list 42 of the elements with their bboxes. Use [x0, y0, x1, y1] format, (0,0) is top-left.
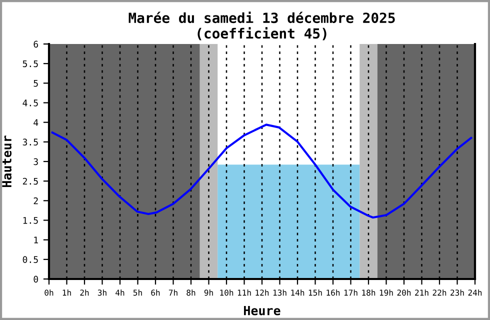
- x-tick-label: 20h: [397, 289, 411, 296]
- chart-title: Marée du samedi 13 décembre 2025 (coefficient 45): [128, 12, 395, 40]
- y-tick-label: 2: [34, 197, 38, 204]
- x-tick-label: 21h: [415, 289, 428, 296]
- x-tick-label: 11h: [238, 289, 251, 296]
- y-tick-label: 0: [34, 276, 38, 283]
- y-tick-label: 2.5: [22, 178, 38, 185]
- x-tick-label: 8h: [186, 289, 196, 296]
- y-tick-label: 1: [34, 236, 38, 244]
- x-tick-label: 23h: [450, 289, 464, 296]
- x-tick-label: 12h: [256, 289, 269, 296]
- x-tick-label: 3h: [98, 289, 106, 296]
- y-tick-label: 1.5: [23, 217, 38, 224]
- x-tick-label: 14h: [291, 289, 304, 296]
- x-tick-label: 19h: [380, 289, 393, 296]
- x-tick-label: 9h: [204, 289, 213, 296]
- x-tick-label: 2h: [80, 289, 89, 296]
- y-tick-label: 5: [34, 80, 38, 87]
- x-tick-label: 5h: [133, 289, 142, 296]
- y-tick-label: 4.5: [22, 100, 38, 106]
- line-series: [51, 124, 472, 219]
- y-tick-label: 4: [34, 119, 38, 126]
- x-tick-label: 1h: [62, 289, 71, 296]
- x-tick-label: 4h: [116, 289, 124, 296]
- x-tick-label: 16h: [326, 289, 340, 296]
- x-tick-label: 17h: [344, 289, 358, 296]
- y-tick-label: 6: [34, 40, 38, 48]
- x-tick-label: 10h: [220, 289, 234, 296]
- x-tick-label: 24h: [468, 289, 482, 296]
- y-tick-label: 5.5: [22, 60, 38, 68]
- y-tick-label: 0.5: [22, 256, 38, 263]
- x-tick-label: 6h: [151, 289, 160, 296]
- x-tick-label: 0h: [44, 289, 54, 296]
- x-tick-label: 15h: [308, 289, 322, 296]
- y-tick-label: 3.5: [22, 138, 38, 146]
- x-tick-label: 22h: [432, 289, 446, 296]
- y-tick-label: 3: [34, 158, 38, 166]
- x-tick-label: 13h: [273, 289, 286, 296]
- x-tick-label: 7h: [168, 289, 178, 296]
- x-tick-label: 18h: [362, 289, 376, 296]
- x-axis-title: Heure: [244, 306, 280, 316]
- y-axis-title: Hauteur: [2, 136, 12, 188]
